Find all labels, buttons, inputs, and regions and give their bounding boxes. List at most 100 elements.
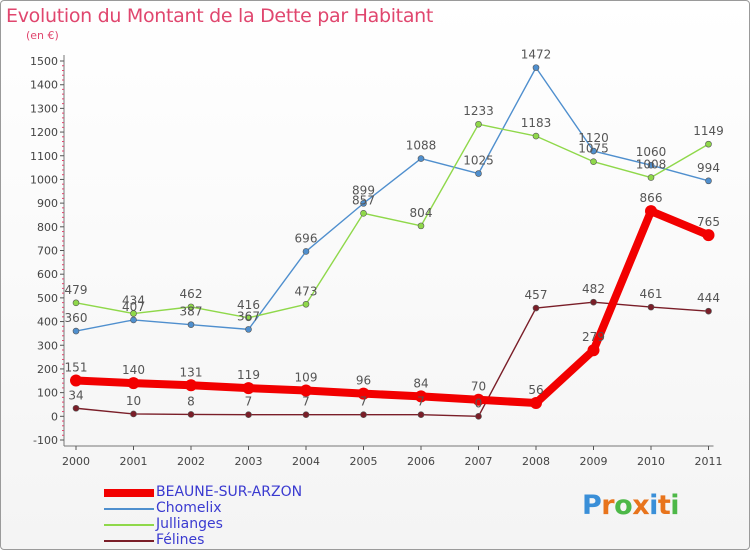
data-label: 0 (475, 396, 483, 410)
logo-letter: i (649, 490, 658, 521)
data-point (130, 410, 137, 418)
x-tick-label: 2007 (465, 455, 493, 468)
y-tick-label: 400 (37, 316, 58, 329)
series-line-1 (75, 123, 710, 319)
y-tick-label: 500 (37, 292, 58, 305)
data-point (302, 300, 310, 308)
data-label: 7 (302, 395, 310, 409)
legend-item-chomelix: Chomelix (104, 500, 404, 517)
data-point (72, 327, 80, 335)
legend-swatch-jullianges (104, 524, 154, 526)
data-point (72, 404, 80, 412)
legend-label-jullianges: Jullianges (156, 516, 223, 532)
data-point (475, 170, 482, 177)
data-point (530, 397, 542, 410)
logo-letter: o (614, 490, 633, 521)
y-tick-label: 600 (37, 268, 58, 281)
legend: BEAUNE-SUR-ARZON Chomelix Jullianges Fél… (104, 484, 404, 549)
data-point (130, 316, 137, 324)
data-point (590, 298, 597, 306)
data-point (705, 177, 712, 185)
data-label: 131 (180, 365, 203, 379)
data-point (532, 304, 540, 312)
data-label: 479 (65, 283, 88, 297)
series-line-0 (75, 66, 710, 332)
data-point (187, 321, 195, 328)
data-label: 140 (122, 363, 145, 377)
data-label: 765 (697, 215, 720, 229)
x-tick-label: 2011 (695, 455, 723, 468)
data-point (647, 303, 655, 311)
data-label: 119 (237, 368, 260, 382)
x-tick-label: 2000 (62, 455, 90, 468)
data-point (532, 132, 540, 140)
legend-item-felines: Félines (104, 532, 404, 549)
data-label: 457 (525, 288, 548, 302)
y-tick-label: 0 (51, 410, 58, 423)
data-point (302, 248, 310, 255)
data-point (647, 174, 655, 181)
data-point (590, 147, 597, 155)
data-point (187, 411, 195, 418)
data-label: 7 (360, 395, 368, 409)
data-label: 360 (65, 311, 88, 325)
data-label: 7 (245, 395, 253, 409)
legend-item-beaune: BEAUNE-SUR-ARZON (104, 484, 404, 501)
logo-letter: i (670, 490, 680, 521)
x-tick-label: 2003 (235, 455, 263, 468)
data-point (415, 390, 427, 403)
data-point (360, 411, 367, 418)
data-label: 1120 (578, 131, 609, 145)
legend-swatch-felines (104, 540, 154, 542)
x-tick-label: 2002 (177, 455, 205, 468)
logo-letter: x (632, 490, 650, 521)
data-label: 473 (295, 284, 318, 298)
proxiti-logo: Proxiti (582, 490, 680, 521)
data-label: 461 (640, 287, 663, 301)
y-tick-label: 1000 (30, 173, 58, 186)
logo-letter: r (601, 490, 615, 521)
series-line-3 (72, 207, 713, 408)
x-tick-label: 2005 (350, 455, 378, 468)
y-tick-label: 900 (37, 197, 58, 210)
y-tick-label: 1400 (30, 79, 58, 92)
x-tick-label: 2004 (292, 455, 320, 468)
data-point (245, 411, 252, 418)
data-point (472, 393, 485, 406)
data-label: 96 (356, 374, 371, 388)
data-label: 84 (413, 376, 428, 390)
data-point (127, 377, 140, 390)
data-label: 279 (582, 330, 605, 344)
x-tick-label: 2009 (580, 455, 608, 468)
legend-label-felines: Félines (156, 532, 205, 548)
data-point (360, 210, 367, 217)
data-point (357, 387, 370, 400)
data-label: 1008 (636, 158, 667, 172)
y-tick-label: 100 (37, 387, 58, 400)
x-tick-label: 2001 (120, 455, 148, 468)
chart-title: Evolution du Montant de la Dette par Hab… (6, 5, 434, 27)
data-label: 899 (352, 183, 375, 197)
data-label: 866 (640, 191, 663, 205)
data-label: 367 (237, 309, 260, 323)
data-label: 1183 (521, 116, 552, 130)
data-point (532, 64, 540, 71)
legend-item-jullianges: Jullianges (104, 516, 404, 533)
y-tick-label: 1100 (30, 150, 58, 163)
y-tick-label: 200 (37, 363, 58, 376)
legend-label-chomelix: Chomelix (156, 500, 222, 516)
y-tick-label: 1300 (30, 102, 58, 115)
data-label: 109 (295, 370, 318, 384)
data-point (590, 158, 597, 165)
x-tick-label: 2006 (407, 455, 435, 468)
data-label: 482 (582, 282, 605, 296)
data-point (245, 326, 252, 333)
y-tick-label: 300 (37, 339, 58, 352)
data-point (475, 120, 482, 128)
data-label: 8 (187, 394, 195, 408)
data-point (72, 299, 80, 307)
data-label: 857 (352, 193, 375, 207)
data-point (645, 205, 657, 218)
data-point (417, 155, 425, 162)
